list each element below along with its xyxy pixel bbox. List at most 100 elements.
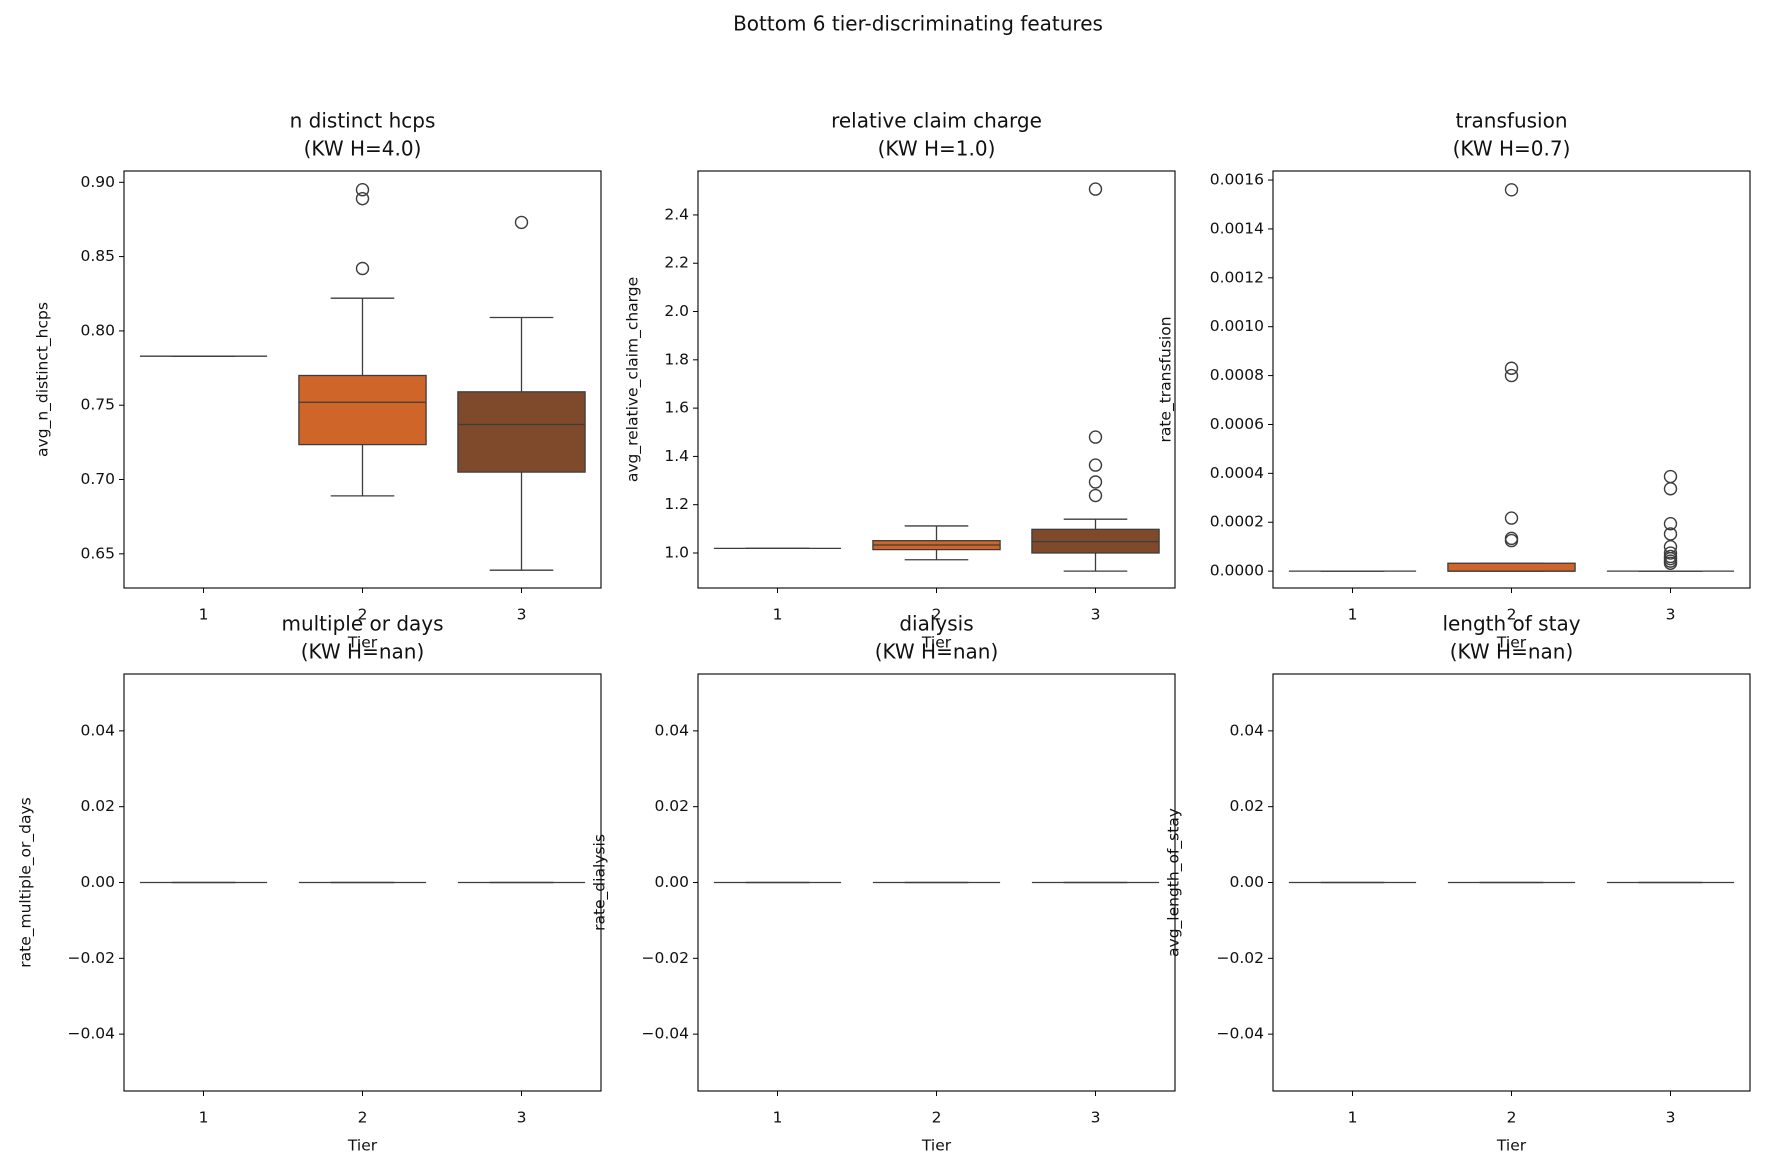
y-axis-label: avg_relative_claim_charge — [624, 277, 643, 482]
axes-frame — [1272, 673, 1751, 1092]
x-tick-label: 1 — [773, 1109, 783, 1127]
outlier — [1504, 183, 1519, 197]
y-tick-label: 0.0012 — [1210, 268, 1264, 286]
outlier — [1088, 430, 1103, 444]
y-tick-label: −0.04 — [1217, 1025, 1265, 1043]
outlier — [1663, 527, 1678, 541]
outlier — [1088, 475, 1103, 489]
outlier — [1663, 482, 1678, 496]
x-tick-label: 2 — [358, 1109, 368, 1127]
outlier — [1504, 533, 1519, 548]
subplot-subtitle: (KW H=nan) — [875, 640, 999, 664]
x-tick-label: 1 — [773, 606, 783, 624]
y-tick-label: 1.6 — [664, 399, 689, 417]
y-tick-label: 0.04 — [654, 721, 689, 739]
outlier — [1663, 517, 1678, 531]
outlier — [1663, 556, 1678, 571]
y-tick-label: 0.70 — [80, 470, 115, 488]
axes-frame — [697, 170, 1176, 589]
outlier — [355, 261, 370, 276]
y-tick-label: 0.04 — [80, 721, 115, 739]
y-tick-label: 1.0 — [664, 543, 689, 561]
y-tick-label: 0.0002 — [1210, 513, 1264, 531]
subplot-title: length of stay — [1442, 612, 1580, 636]
subplot-title: relative claim charge — [831, 109, 1042, 133]
y-tick-label: −0.02 — [642, 949, 690, 967]
x-axis-label: Tier — [1496, 1137, 1527, 1155]
y-tick-label: 0.80 — [80, 321, 115, 339]
x-tick-label: 2 — [932, 606, 942, 624]
outlier — [1088, 488, 1103, 503]
x-tick-label: 1 — [199, 1109, 209, 1127]
axes-frame — [1272, 170, 1751, 589]
y-axis-label: avg_length_of_stay — [1165, 808, 1184, 957]
x-tick-label: 2 — [1507, 606, 1517, 624]
x-tick-label: 3 — [517, 606, 527, 624]
y-axis-label: avg_n_distinct_hcps — [34, 302, 53, 457]
y-tick-label: 2.2 — [664, 254, 689, 272]
x-tick-label: 3 — [1091, 606, 1101, 624]
outlier — [1088, 182, 1103, 196]
y-tick-label: 0.00 — [80, 873, 115, 891]
subplot-subtitle: (KW H=nan) — [301, 640, 425, 664]
y-tick-label: 2.4 — [664, 205, 689, 223]
outlier — [355, 191, 370, 206]
y-axis-label: rate_multiple_or_days — [17, 797, 36, 967]
x-tick-label: 3 — [1666, 606, 1676, 624]
box — [298, 374, 427, 446]
axes-frame — [123, 673, 602, 1092]
y-tick-label: 0.90 — [80, 173, 115, 191]
x-axis-label: Tier — [921, 1137, 952, 1155]
x-tick-label: 1 — [1348, 606, 1358, 624]
axes-frame — [697, 673, 1176, 1092]
outlier — [355, 183, 370, 197]
y-tick-label: 0.0014 — [1210, 219, 1264, 237]
y-tick-label: 1.2 — [664, 495, 689, 513]
figure-title: Bottom 6 tier-discriminating features — [733, 12, 1103, 36]
y-axis-label: rate_dialysis — [591, 834, 610, 931]
y-tick-label: −0.04 — [68, 1025, 116, 1043]
y-tick-label: 0.0000 — [1210, 562, 1264, 580]
y-axis-label: rate_transfusion — [1157, 316, 1176, 442]
y-tick-label: 0.65 — [80, 544, 115, 562]
box — [1447, 562, 1576, 572]
x-tick-label: 3 — [1091, 1109, 1101, 1127]
subplot-title: multiple or days — [281, 612, 443, 636]
y-tick-label: 0.75 — [80, 396, 115, 414]
subplot-title: n distinct hcps — [290, 109, 436, 133]
y-tick-label: 0.00 — [654, 873, 689, 891]
outlier — [1504, 368, 1519, 383]
x-tick-label: 1 — [1348, 1109, 1358, 1127]
box — [457, 391, 586, 473]
y-tick-label: 0.0006 — [1210, 415, 1264, 433]
subplot-subtitle: (KW H=1.0) — [878, 137, 996, 161]
subplot-subtitle: (KW H=0.7) — [1453, 137, 1571, 161]
x-tick-label: 3 — [1666, 1109, 1676, 1127]
y-tick-label: 0.00 — [1229, 873, 1264, 891]
y-tick-label: 0.02 — [1229, 797, 1264, 815]
y-tick-label: 0.02 — [80, 797, 115, 815]
outlier — [514, 215, 529, 230]
subplot-subtitle: (KW H=nan) — [1450, 640, 1574, 664]
y-tick-label: 0.0004 — [1210, 464, 1264, 482]
outlier — [1504, 511, 1519, 525]
y-tick-label: 0.0010 — [1210, 317, 1264, 335]
x-tick-label: 3 — [517, 1109, 527, 1127]
subplot-subtitle: (KW H=4.0) — [304, 137, 422, 161]
x-axis-label: Tier — [347, 634, 378, 652]
y-tick-label: 1.4 — [664, 447, 689, 465]
y-tick-label: 0.0016 — [1210, 171, 1264, 189]
x-tick-label: 2 — [358, 606, 368, 624]
y-tick-label: −0.02 — [1217, 949, 1265, 967]
x-axis-label: Tier — [347, 1137, 378, 1155]
x-tick-label: 2 — [1507, 1109, 1517, 1127]
subplot-title: transfusion — [1455, 109, 1567, 133]
y-tick-label: 1.8 — [664, 350, 689, 368]
x-axis-label: Tier — [921, 634, 952, 652]
y-tick-label: −0.04 — [642, 1025, 690, 1043]
y-tick-label: 0.04 — [1229, 721, 1264, 739]
x-tick-label: 1 — [199, 606, 209, 624]
